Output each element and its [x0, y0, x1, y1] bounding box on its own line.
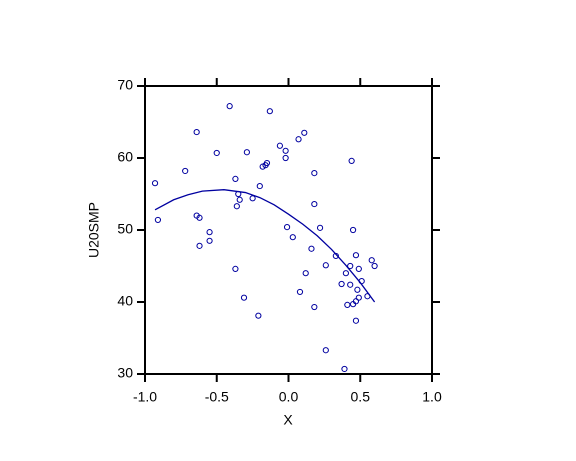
- point: [368, 257, 375, 264]
- x-tick-label: 0.0: [279, 389, 299, 405]
- point: [355, 265, 362, 272]
- point: [256, 182, 263, 190]
- point: [182, 167, 189, 175]
- point: [347, 262, 354, 270]
- point: [338, 280, 345, 288]
- y-tick-label: 30: [117, 365, 133, 381]
- point: [352, 317, 360, 324]
- y-tick-label: 50: [117, 221, 133, 237]
- point: [206, 229, 213, 236]
- point: [311, 200, 318, 208]
- point: [249, 195, 256, 202]
- point: [240, 294, 248, 301]
- point: [342, 270, 349, 277]
- point: [354, 286, 361, 293]
- point: [206, 237, 213, 244]
- point: [348, 157, 355, 164]
- point: [347, 281, 354, 288]
- point: [295, 136, 302, 143]
- point: [289, 234, 296, 241]
- point: [282, 154, 289, 162]
- point: [196, 214, 203, 221]
- point: [266, 108, 273, 115]
- point: [193, 128, 200, 136]
- x-tick-label: 0.5: [351, 389, 371, 405]
- point: [311, 303, 318, 311]
- point: [311, 170, 318, 177]
- y-axis-label: U20SMP: [86, 202, 102, 258]
- point: [151, 180, 159, 187]
- point: [282, 147, 289, 154]
- point: [232, 265, 239, 272]
- point: [322, 262, 329, 269]
- fit-curve: [154, 189, 376, 303]
- point: [349, 226, 357, 234]
- point: [341, 365, 348, 373]
- point: [233, 203, 240, 210]
- x-axis-label: X: [283, 412, 293, 428]
- x-tick-label: -1.0: [133, 389, 157, 405]
- point: [308, 245, 315, 252]
- plot-frame: [144, 85, 433, 375]
- point: [344, 301, 351, 308]
- x-tick-label: -0.5: [205, 389, 229, 405]
- y-tick-label: 60: [117, 149, 133, 165]
- x-tick-label: 1.0: [422, 389, 442, 405]
- point: [236, 196, 243, 203]
- point: [355, 294, 362, 301]
- y-tick-label: 70: [117, 77, 133, 93]
- point: [301, 129, 308, 136]
- y-tick-label: 40: [117, 293, 133, 309]
- point: [322, 347, 329, 354]
- point: [352, 252, 360, 259]
- point: [243, 149, 250, 156]
- point: [255, 312, 262, 319]
- point: [196, 242, 203, 249]
- point: [232, 175, 239, 182]
- point: [296, 288, 304, 296]
- point: [263, 159, 271, 167]
- point: [283, 224, 291, 231]
- point: [302, 270, 309, 277]
- point: [371, 262, 378, 270]
- point: [316, 224, 324, 231]
- point: [276, 142, 283, 149]
- point: [226, 103, 233, 110]
- point: [213, 149, 220, 157]
- point: [154, 216, 162, 224]
